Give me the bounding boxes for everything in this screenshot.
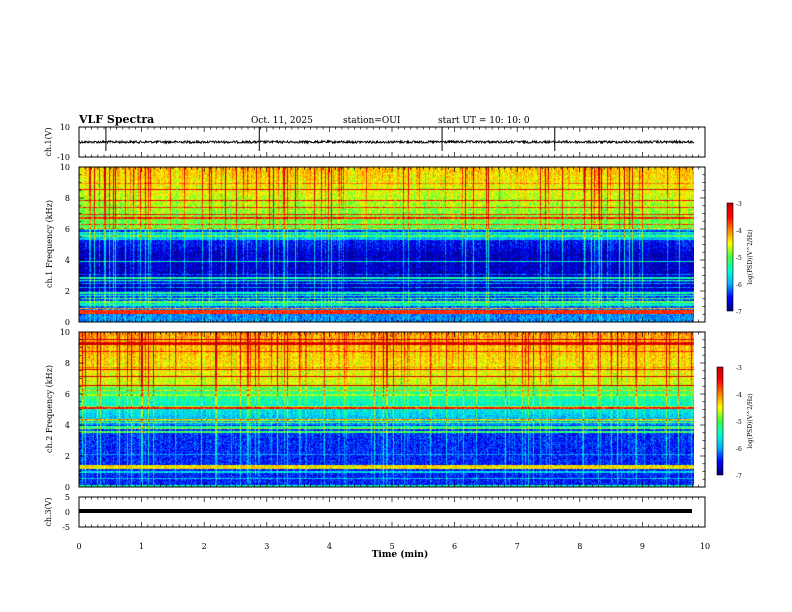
ch2-freq-tick-8: 8 xyxy=(65,359,70,368)
x-tick-label: 5 xyxy=(389,542,394,551)
ch2-freq-tick-0: 0 xyxy=(65,483,70,492)
ch1-trace-line xyxy=(78,139,695,145)
x-tick-label: 8 xyxy=(577,542,582,551)
ch3-ytick-bottom: -5 xyxy=(62,523,70,532)
ch2-freq-tick-4: 4 xyxy=(65,421,70,430)
ch2-cbar-tick-m6: -6 xyxy=(736,446,742,453)
ch2-cbar-tick-m3: -3 xyxy=(736,365,742,372)
ch1-ylabel: ch.1(V) xyxy=(44,127,53,156)
ch1-freq-tick-8: 8 xyxy=(65,194,70,203)
ch2-cbar-tick-m4: -4 xyxy=(736,392,742,399)
figure-title: VLF Spectra xyxy=(78,113,154,126)
ch1-cbar-tick-m4: -4 xyxy=(736,228,742,235)
x-tick-label: 2 xyxy=(202,542,207,551)
x-tick-label: 0 xyxy=(76,542,81,551)
ch1-x-ticks xyxy=(78,127,706,157)
x-tick-label: 4 xyxy=(327,542,332,551)
x-tick-label: 7 xyxy=(515,542,520,551)
x-tick-label: 9 xyxy=(640,542,645,551)
ch2-spec-x-ticks xyxy=(78,332,706,487)
ch1-spectrogram-raster xyxy=(79,167,694,322)
x-tick-label: 3 xyxy=(264,542,269,551)
ch3-ytick-top: 5 xyxy=(65,493,70,502)
ch2-spectrogram-panel: 10 8 6 4 2 0 ch.2 Frequency (kHz) xyxy=(45,328,706,492)
ch2-cbar-tick-m5: -5 xyxy=(736,419,742,426)
ch1-freq-tick-10: 10 xyxy=(60,163,70,172)
ch1-waveform-trace xyxy=(78,127,695,151)
ch1-freq-tick-4: 4 xyxy=(65,256,70,265)
x-tick-label: 1 xyxy=(139,542,144,551)
ch1-ytick-top: 10 xyxy=(60,123,70,132)
ch1-spectrogram-panel: 10 8 6 4 2 0 ch.1 Frequency (kHz) xyxy=(45,163,706,327)
x-axis-tick-labels: 0 1 2 3 4 5 6 7 8 9 10 xyxy=(76,542,710,551)
ch2-spectrogram-image xyxy=(79,332,694,487)
ch1-spectrogram-image xyxy=(79,167,694,322)
ch1-cbar-tick-m3: -3 xyxy=(736,201,742,208)
start-time-label: start UT = 10: 10: 0 xyxy=(438,116,530,126)
ch1-cbar-tick-m5: -5 xyxy=(736,255,742,262)
x-tick-label: 10 xyxy=(700,542,710,551)
ch2-cbar-label: log(PSD)(V^2/Hz) xyxy=(747,393,754,448)
ch2-freq-tick-6: 6 xyxy=(65,390,70,399)
ch3-waveform-trace xyxy=(79,509,692,513)
ch1-freq-tick-0: 0 xyxy=(65,318,70,327)
date-label: Oct. 11, 2025 xyxy=(251,116,313,126)
ch1-spec-y-ticks xyxy=(79,166,705,323)
ch1-cbar-tick-m6: -6 xyxy=(736,282,742,289)
ch3-x-ticks xyxy=(78,497,706,527)
ch1-cbar-label: log(PSD)(V^2/Hz) xyxy=(747,229,754,284)
ch1-spec-ylabel: ch.1 Frequency (kHz) xyxy=(45,200,54,288)
ch3-ylabel: ch.3(V) xyxy=(44,497,53,526)
ch1-ytick-bottom: -10 xyxy=(57,153,70,162)
ch2-spec-ylabel: ch.2 Frequency (kHz) xyxy=(45,365,54,453)
ch2-colorbar: -3 -4 -5 -6 -7 log(PSD)(V^2/Hz) xyxy=(716,365,754,480)
x-axis-label: Time (min) xyxy=(372,549,429,560)
ch1-colorbar: -3 -4 -5 -6 -7 log(PSD)(V^2/Hz) xyxy=(726,201,754,316)
x-tick-label: 6 xyxy=(452,542,457,551)
station-label: station=OUI xyxy=(343,116,401,126)
ch3-ytick-mid: 0 xyxy=(65,508,70,517)
ch1-spec-x-ticks xyxy=(78,167,706,322)
ch1-freq-tick-2: 2 xyxy=(65,287,70,296)
ch2-freq-tick-10: 10 xyxy=(60,328,70,337)
ch1-colorbar-gradient xyxy=(726,202,734,312)
ch2-spectrogram-raster xyxy=(79,332,694,487)
ch2-freq-tick-2: 2 xyxy=(65,452,70,461)
ch2-colorbar-gradient xyxy=(716,366,724,476)
ch1-freq-tick-6: 6 xyxy=(65,225,70,234)
ch1-waveform-panel: 10 -10 ch.1(V) xyxy=(44,123,706,162)
ch1-cbar-tick-m7: -7 xyxy=(736,309,742,316)
ch2-spec-y-ticks xyxy=(79,331,705,488)
ch3-waveform-panel: 5 0 -5 ch.3(V) xyxy=(44,493,706,532)
ch2-cbar-tick-m7: -7 xyxy=(736,473,742,480)
